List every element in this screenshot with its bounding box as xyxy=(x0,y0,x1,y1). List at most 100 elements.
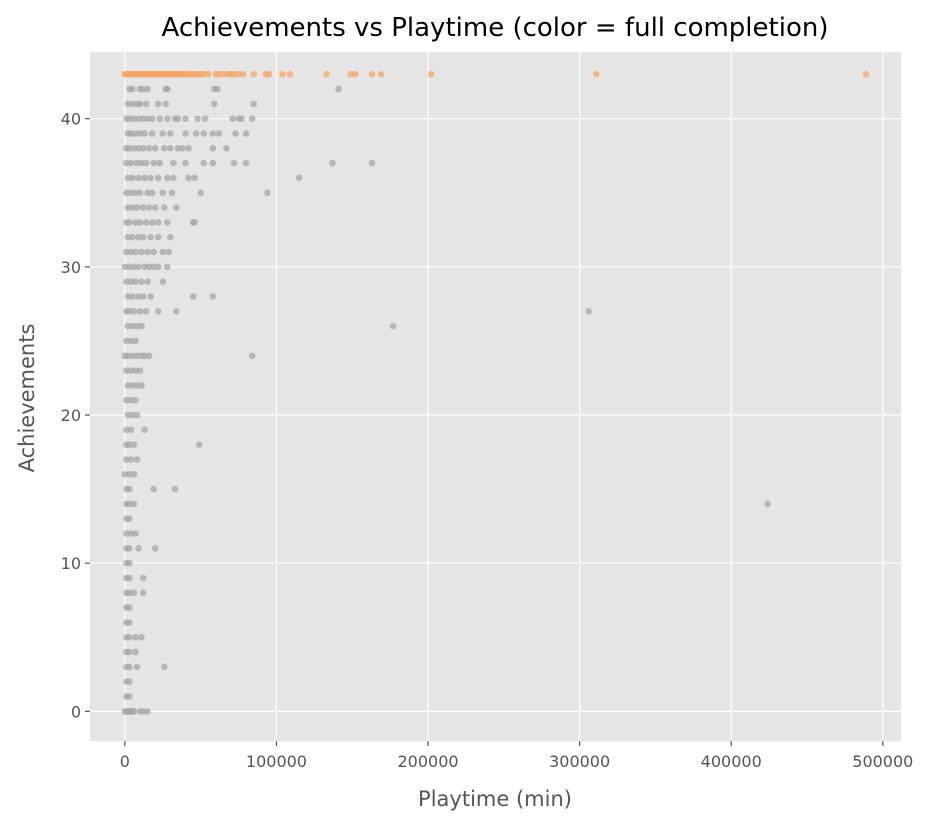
data-point xyxy=(127,456,135,463)
x-tick-label: 300000 xyxy=(549,752,610,771)
data-point xyxy=(204,70,212,78)
data-point xyxy=(200,130,207,137)
data-point xyxy=(189,293,197,300)
data-point xyxy=(133,204,141,211)
data-point xyxy=(239,70,247,78)
data-point xyxy=(126,441,133,449)
data-point xyxy=(132,248,139,256)
data-point xyxy=(185,174,192,182)
data-point xyxy=(159,189,167,197)
data-point xyxy=(126,219,133,226)
data-point xyxy=(165,248,173,256)
data-point xyxy=(159,278,167,286)
data-point xyxy=(151,545,159,552)
data-point xyxy=(139,233,147,241)
data-point xyxy=(352,70,359,78)
data-point xyxy=(127,189,135,197)
data-point xyxy=(130,471,138,478)
data-point xyxy=(427,70,435,78)
data-point xyxy=(145,352,153,360)
data-point xyxy=(764,500,771,508)
data-point xyxy=(127,530,135,537)
x-tick-label: 400000 xyxy=(701,752,762,771)
data-point xyxy=(126,485,133,493)
data-point xyxy=(286,70,294,78)
data-point xyxy=(242,130,250,137)
data-point xyxy=(229,115,236,122)
data-point xyxy=(133,663,141,671)
data-point xyxy=(174,145,182,152)
data-point xyxy=(182,159,189,167)
x-tick-label: 100000 xyxy=(246,752,307,771)
data-point xyxy=(248,115,256,122)
data-point xyxy=(150,159,157,167)
data-point xyxy=(147,293,154,300)
data-point xyxy=(164,219,171,226)
data-point xyxy=(130,500,138,508)
data-point xyxy=(238,115,245,122)
data-point xyxy=(135,263,142,271)
data-point xyxy=(161,204,168,211)
data-point xyxy=(173,308,180,315)
data-point xyxy=(135,233,142,241)
data-point xyxy=(191,219,198,226)
data-point xyxy=(156,115,163,122)
data-point xyxy=(148,219,156,226)
data-point xyxy=(154,219,162,226)
data-point xyxy=(295,174,303,182)
data-point xyxy=(126,515,133,522)
data-point xyxy=(144,115,151,122)
data-point xyxy=(136,308,144,315)
data-point xyxy=(129,411,136,419)
data-point xyxy=(164,174,171,182)
data-point xyxy=(126,648,133,656)
data-point xyxy=(132,648,139,656)
y-tick-label: 20 xyxy=(61,406,81,425)
data-point xyxy=(126,634,133,641)
data-point xyxy=(171,485,179,493)
data-point xyxy=(126,115,133,122)
data-point xyxy=(126,559,133,567)
data-point xyxy=(126,663,133,671)
data-point xyxy=(130,708,138,715)
data-point xyxy=(141,174,148,182)
data-point xyxy=(377,70,385,78)
data-point xyxy=(264,189,271,197)
data-point xyxy=(129,382,136,389)
x-tick-label: 0 xyxy=(120,752,130,771)
y-tick-label: 0 xyxy=(71,702,81,721)
grid-lines xyxy=(90,52,901,741)
data-point xyxy=(200,159,207,167)
data-point xyxy=(135,545,142,552)
data-point xyxy=(138,322,145,330)
data-point xyxy=(167,145,174,152)
data-point xyxy=(132,634,139,641)
data-point xyxy=(126,263,133,271)
data-point xyxy=(154,263,162,271)
data-point xyxy=(174,115,182,122)
data-point xyxy=(129,204,136,211)
data-point xyxy=(368,70,376,78)
data-point xyxy=(126,308,133,315)
data-point xyxy=(179,145,186,152)
plot-background xyxy=(90,52,901,741)
data-point xyxy=(167,233,174,241)
data-point xyxy=(126,145,133,152)
y-axis: 0 10 20 30 40 xyxy=(61,110,90,721)
data-point xyxy=(127,367,135,374)
data-point xyxy=(126,589,133,597)
data-point xyxy=(129,174,136,182)
data-point xyxy=(156,159,163,167)
data-point xyxy=(127,337,135,345)
data-point xyxy=(127,396,135,404)
data-point xyxy=(862,70,870,78)
data-point xyxy=(138,382,145,389)
data-point xyxy=(161,663,168,671)
data-point xyxy=(201,115,209,122)
data-point xyxy=(232,130,239,137)
data-point xyxy=(126,471,133,478)
data-point xyxy=(335,85,342,93)
data-point xyxy=(132,530,139,537)
data-point xyxy=(139,204,147,211)
data-point xyxy=(132,337,139,345)
